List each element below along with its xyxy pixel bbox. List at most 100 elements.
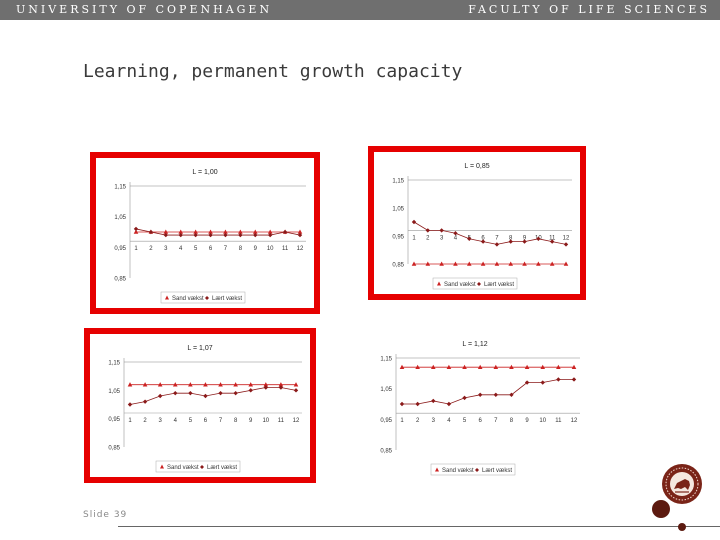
chart-svg: L = 1,121,151,050,950,851 2 3 4 5 6 7 8 9 10 11 12S… <box>380 341 580 476</box>
x-tick-label: 9 <box>249 418 253 424</box>
data-point <box>540 364 546 369</box>
data-point <box>172 382 178 387</box>
x-tick-label: 10 <box>267 246 274 252</box>
data-point <box>218 390 223 396</box>
y-tick-label: 0,85 <box>380 449 392 455</box>
y-tick-label: 1,15 <box>380 357 392 363</box>
data-point <box>536 261 541 266</box>
series-line <box>402 379 574 405</box>
x-tick-label: 7 <box>495 235 499 241</box>
x-tick-label: 11 <box>549 235 556 241</box>
data-point <box>193 229 198 234</box>
y-tick-label: 0,85 <box>114 277 126 283</box>
x-tick-label: 1 <box>400 418 404 424</box>
legend-label: Lært vækst <box>212 296 242 302</box>
data-point <box>446 401 452 407</box>
x-tick-label: 11 <box>282 246 289 252</box>
data-point <box>466 261 472 266</box>
x-tick-label: 4 <box>447 418 451 424</box>
legend-marker <box>200 465 204 469</box>
data-point <box>556 377 561 382</box>
data-point <box>467 236 472 241</box>
x-tick-label: 3 <box>440 235 444 241</box>
data-point <box>425 228 431 233</box>
data-point <box>494 242 500 247</box>
data-point <box>446 364 452 369</box>
data-point <box>571 364 577 369</box>
data-point <box>563 242 569 247</box>
header-bar: UNIVERSITY OF COPENHAGEN FACULTY OF LIFE… <box>0 0 720 20</box>
data-point <box>453 231 458 236</box>
data-point <box>223 229 228 234</box>
data-point <box>157 382 163 387</box>
data-point <box>248 382 254 387</box>
x-tick-label: 2 <box>149 246 153 252</box>
x-tick-label: 5 <box>194 246 198 252</box>
x-tick-label: 11 <box>278 418 285 424</box>
data-point <box>524 364 530 369</box>
data-point <box>223 232 228 238</box>
data-point <box>253 232 258 238</box>
y-tick-label: 0,95 <box>114 246 126 252</box>
data-point <box>549 261 555 266</box>
university-name: UNIVERSITY OF COPENHAGEN <box>16 3 273 16</box>
legend-label: Sand vækst <box>172 296 204 302</box>
data-point <box>203 382 208 387</box>
data-point <box>178 232 183 238</box>
data-point <box>508 261 514 266</box>
x-tick-label: 12 <box>293 418 300 424</box>
x-tick-label: 5 <box>463 418 467 424</box>
data-point <box>133 226 139 232</box>
legend-marker <box>160 464 164 469</box>
data-point <box>278 382 284 387</box>
chart-l-100: L = 1,00 1,15 1,05 0,95 0,85 1 2 3 4 5 6 7 8 9 10 11 12 S… <box>90 152 320 314</box>
brand-dot-large <box>652 500 670 518</box>
data-point <box>163 232 169 238</box>
data-point <box>439 261 444 266</box>
legend-box <box>155 460 241 473</box>
series-line <box>129 387 297 405</box>
chart-title: L = 1,00 <box>192 169 217 176</box>
data-point <box>462 364 467 369</box>
x-tick-label: 12 <box>571 418 578 424</box>
x-tick-label: 8 <box>510 418 514 424</box>
x-tick-label: 8 <box>509 235 513 241</box>
data-point <box>563 261 569 266</box>
x-tick-label: 12 <box>563 235 570 241</box>
data-point <box>431 398 436 404</box>
data-point <box>297 232 303 238</box>
data-point <box>267 229 273 234</box>
legend-label: Lært vækst <box>484 282 514 288</box>
chart-l-085: L = 0,851,151,050,950,85123456789101112S… <box>368 146 586 300</box>
data-point <box>439 228 444 233</box>
data-point <box>208 229 213 234</box>
data-point <box>157 393 163 399</box>
data-point <box>263 382 269 387</box>
legend-marker <box>437 281 441 286</box>
data-point <box>462 395 467 401</box>
x-tick-label: 2 <box>426 235 430 241</box>
data-point <box>188 382 193 387</box>
data-point <box>480 261 486 266</box>
data-point <box>178 229 184 234</box>
data-point <box>493 392 499 397</box>
data-point <box>233 390 238 396</box>
data-point <box>127 382 133 387</box>
data-point <box>399 364 405 369</box>
y-tick-label: 0,95 <box>380 418 392 424</box>
data-point <box>477 392 483 397</box>
legend-marker <box>165 295 169 300</box>
data-point <box>163 229 169 234</box>
data-point <box>571 377 577 382</box>
data-point <box>233 382 238 387</box>
data-point <box>411 261 417 266</box>
y-tick-label: 1,05 <box>392 207 404 213</box>
x-tick-label: 6 <box>479 418 483 424</box>
legend-label: Sand vækst <box>444 282 476 288</box>
y-tick-label: 0,85 <box>108 446 120 452</box>
faculty-name: FACULTY OF LIFE SCIENCES <box>468 3 710 16</box>
x-tick-label: 7 <box>494 418 498 424</box>
x-tick-label: 3 <box>164 246 168 252</box>
y-tick-label: 1,05 <box>108 389 120 395</box>
data-point <box>267 232 273 238</box>
